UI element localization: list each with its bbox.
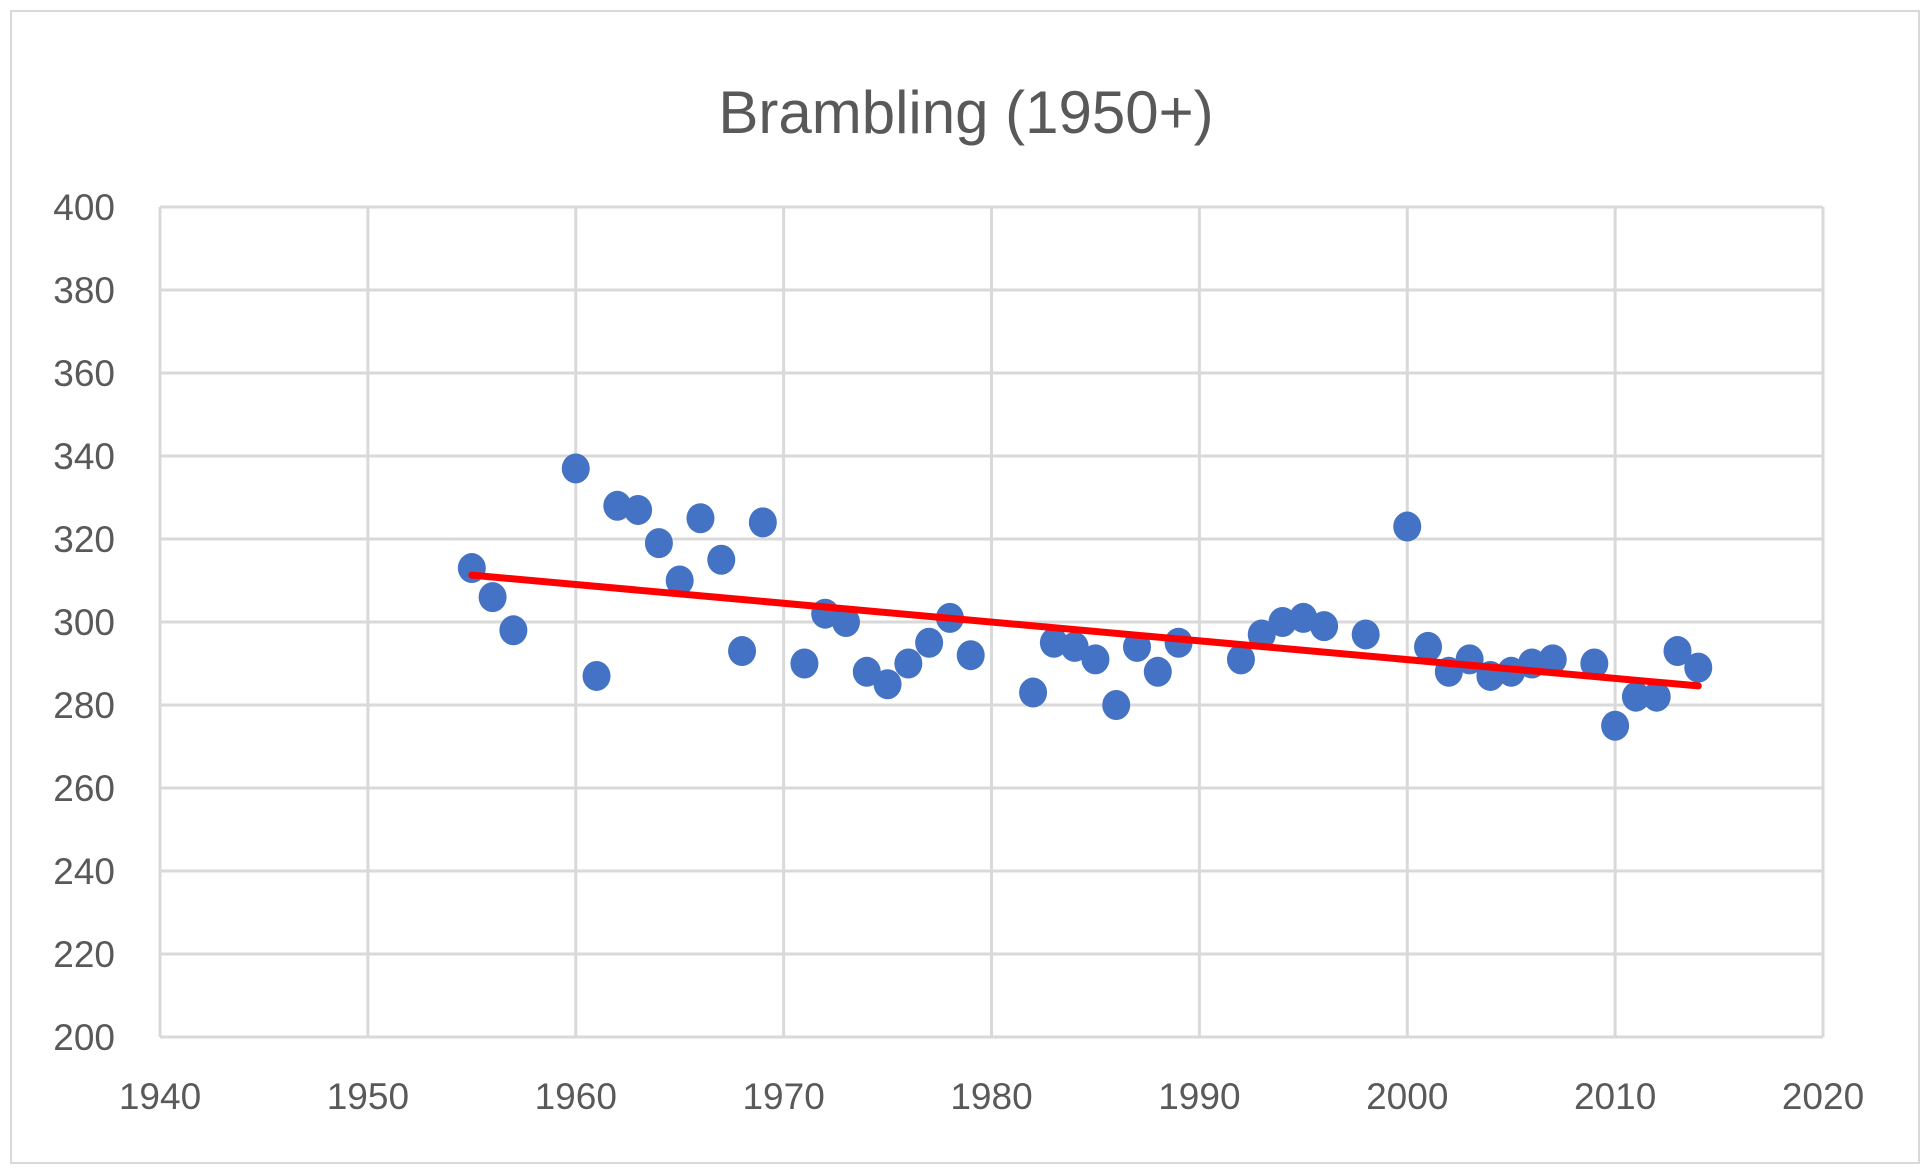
data-point <box>728 636 757 667</box>
y-tick-label: 380 <box>53 270 115 311</box>
data-point <box>624 494 653 525</box>
data-point <box>1060 631 1089 662</box>
y-tick-label: 280 <box>53 685 115 726</box>
y-tick-label: 200 <box>53 1017 115 1058</box>
data-point <box>1414 631 1443 662</box>
y-tick-label: 320 <box>53 519 115 560</box>
y-tick-label: 300 <box>53 602 115 643</box>
x-tick-label: 2020 <box>1782 1076 1864 1117</box>
data-point <box>478 582 507 613</box>
data-point <box>831 607 860 637</box>
data-point <box>748 507 777 538</box>
data-point <box>1039 627 1068 658</box>
data-point <box>665 565 694 596</box>
x-tick-label: 1940 <box>119 1076 201 1117</box>
data-point <box>1351 619 1380 650</box>
data-point <box>915 627 944 658</box>
data-point <box>1538 644 1567 675</box>
y-tick-label: 240 <box>53 851 115 892</box>
data-point <box>873 669 902 700</box>
data-point <box>956 640 985 671</box>
trendline <box>468 571 1702 690</box>
data-point <box>1247 619 1276 650</box>
y-tick-label: 260 <box>53 768 115 809</box>
data-point <box>499 615 528 646</box>
data-point <box>1684 652 1713 683</box>
x-tick-label: 1990 <box>1158 1076 1240 1117</box>
data-point <box>1601 710 1630 741</box>
data-point <box>603 490 632 521</box>
data-point <box>644 528 673 559</box>
x-tick-label: 2000 <box>1366 1076 1448 1117</box>
data-point <box>1393 511 1422 542</box>
data-point <box>1226 644 1255 675</box>
data-point <box>1143 656 1172 687</box>
x-tick-label: 1980 <box>950 1076 1032 1117</box>
data-point <box>1663 636 1692 667</box>
data-point <box>707 544 736 575</box>
data-point <box>1019 677 1048 708</box>
chart-border <box>10 10 1920 1164</box>
data-point <box>1123 631 1152 662</box>
x-tick-label: 1960 <box>535 1076 617 1117</box>
data-point <box>1102 690 1131 720</box>
data-point <box>1310 611 1339 642</box>
data-point <box>1081 644 1110 675</box>
data-point <box>790 648 819 679</box>
chart-title: Brambling (1950+) <box>718 79 1214 146</box>
y-tick-label: 360 <box>53 353 115 394</box>
data-point <box>1621 681 1650 712</box>
data-point <box>894 648 923 679</box>
data-point <box>561 453 590 484</box>
x-tick-label: 1970 <box>742 1076 824 1117</box>
x-tick-label: 2010 <box>1574 1076 1656 1117</box>
y-tick-label: 400 <box>53 187 115 228</box>
data-point <box>582 660 611 691</box>
data-point <box>1642 681 1671 712</box>
data-point <box>1268 607 1297 637</box>
data-point <box>852 656 881 687</box>
data-point <box>1580 648 1609 679</box>
x-tick-label: 1950 <box>327 1076 409 1117</box>
data-point <box>686 503 715 534</box>
y-tick-label: 340 <box>53 436 115 477</box>
y-tick-label: 220 <box>53 934 115 975</box>
